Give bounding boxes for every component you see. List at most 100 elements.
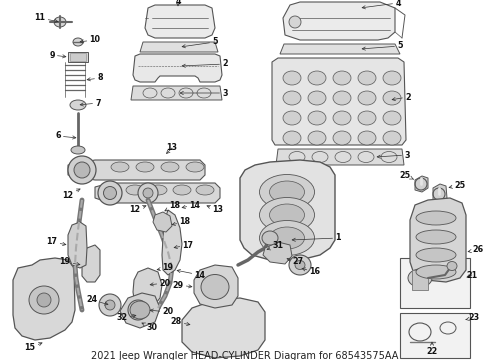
Ellipse shape <box>358 111 376 125</box>
Ellipse shape <box>130 301 150 319</box>
Polygon shape <box>162 210 182 275</box>
Text: 4: 4 <box>362 0 401 9</box>
Text: 13: 13 <box>167 144 177 153</box>
Polygon shape <box>283 2 395 40</box>
Ellipse shape <box>138 183 158 203</box>
Ellipse shape <box>358 71 376 85</box>
Ellipse shape <box>133 306 143 315</box>
Ellipse shape <box>416 230 456 244</box>
Ellipse shape <box>260 220 315 256</box>
Ellipse shape <box>136 162 154 172</box>
Text: 20: 20 <box>150 307 173 316</box>
Ellipse shape <box>358 131 376 145</box>
Text: 19: 19 <box>157 264 173 273</box>
Text: 18: 18 <box>165 201 180 211</box>
Polygon shape <box>82 245 100 282</box>
Ellipse shape <box>161 162 179 172</box>
Text: 31: 31 <box>267 242 284 251</box>
Polygon shape <box>182 298 265 358</box>
Text: 16: 16 <box>302 267 320 276</box>
Text: 28: 28 <box>171 318 190 327</box>
Ellipse shape <box>126 185 144 195</box>
Text: 5: 5 <box>362 41 403 50</box>
Ellipse shape <box>37 293 51 307</box>
Text: 30: 30 <box>142 323 157 333</box>
Ellipse shape <box>416 211 456 225</box>
Ellipse shape <box>333 111 351 125</box>
Ellipse shape <box>201 274 229 300</box>
Polygon shape <box>410 198 466 282</box>
Text: 11: 11 <box>34 13 58 23</box>
Ellipse shape <box>68 156 96 184</box>
Ellipse shape <box>447 261 457 270</box>
Ellipse shape <box>333 131 351 145</box>
Text: 3: 3 <box>180 89 228 98</box>
Ellipse shape <box>283 91 301 105</box>
Ellipse shape <box>416 248 456 262</box>
Text: 22: 22 <box>426 342 438 356</box>
Polygon shape <box>13 258 75 340</box>
Ellipse shape <box>383 111 401 125</box>
Text: 25: 25 <box>399 171 414 180</box>
Text: 25: 25 <box>449 180 466 189</box>
Bar <box>68 52 88 62</box>
Text: 2021 Jeep Wrangler HEAD-CYLINDER Diagram for 68543575AA: 2021 Jeep Wrangler HEAD-CYLINDER Diagram… <box>91 351 399 360</box>
Bar <box>400 313 470 358</box>
Ellipse shape <box>308 71 326 85</box>
Text: 19: 19 <box>59 257 80 266</box>
Text: 5: 5 <box>182 37 218 48</box>
Polygon shape <box>145 5 215 38</box>
Ellipse shape <box>289 255 311 275</box>
Text: 14: 14 <box>177 270 205 279</box>
Ellipse shape <box>408 269 432 287</box>
Ellipse shape <box>383 131 401 145</box>
Text: 20: 20 <box>150 279 171 288</box>
Text: 32: 32 <box>117 314 136 323</box>
Text: 23: 23 <box>466 314 480 323</box>
Ellipse shape <box>270 181 304 203</box>
Bar <box>70 53 86 61</box>
Ellipse shape <box>186 162 204 172</box>
Text: 14: 14 <box>182 201 200 210</box>
Text: 2: 2 <box>182 59 228 68</box>
Text: 1: 1 <box>292 234 341 243</box>
Text: 17: 17 <box>174 240 194 249</box>
Text: 12: 12 <box>62 189 80 199</box>
Polygon shape <box>133 268 162 310</box>
Ellipse shape <box>383 91 401 105</box>
Polygon shape <box>68 160 205 180</box>
Ellipse shape <box>333 71 351 85</box>
Polygon shape <box>272 58 406 145</box>
Ellipse shape <box>73 38 83 46</box>
Ellipse shape <box>105 300 115 310</box>
Text: 4: 4 <box>175 0 181 6</box>
Text: 9: 9 <box>49 50 66 59</box>
Text: 6: 6 <box>55 131 76 140</box>
Ellipse shape <box>283 111 301 125</box>
Ellipse shape <box>358 91 376 105</box>
Polygon shape <box>153 212 172 232</box>
Ellipse shape <box>283 71 301 85</box>
Ellipse shape <box>128 300 148 320</box>
Ellipse shape <box>29 286 59 314</box>
Ellipse shape <box>270 227 304 249</box>
Ellipse shape <box>270 204 304 226</box>
Text: 10: 10 <box>80 36 100 45</box>
Text: 17: 17 <box>47 238 66 247</box>
Polygon shape <box>95 183 220 203</box>
Ellipse shape <box>99 294 121 316</box>
Ellipse shape <box>289 16 301 28</box>
Ellipse shape <box>71 146 85 154</box>
Polygon shape <box>433 184 447 202</box>
Ellipse shape <box>149 185 167 195</box>
Polygon shape <box>276 149 404 165</box>
Polygon shape <box>263 242 292 264</box>
Ellipse shape <box>70 100 86 110</box>
Text: 18: 18 <box>172 217 191 226</box>
Ellipse shape <box>416 265 456 279</box>
Text: 3: 3 <box>377 150 410 159</box>
Polygon shape <box>194 265 238 308</box>
Text: 15: 15 <box>24 343 42 352</box>
Text: 26: 26 <box>468 246 484 255</box>
Bar <box>412 270 428 290</box>
